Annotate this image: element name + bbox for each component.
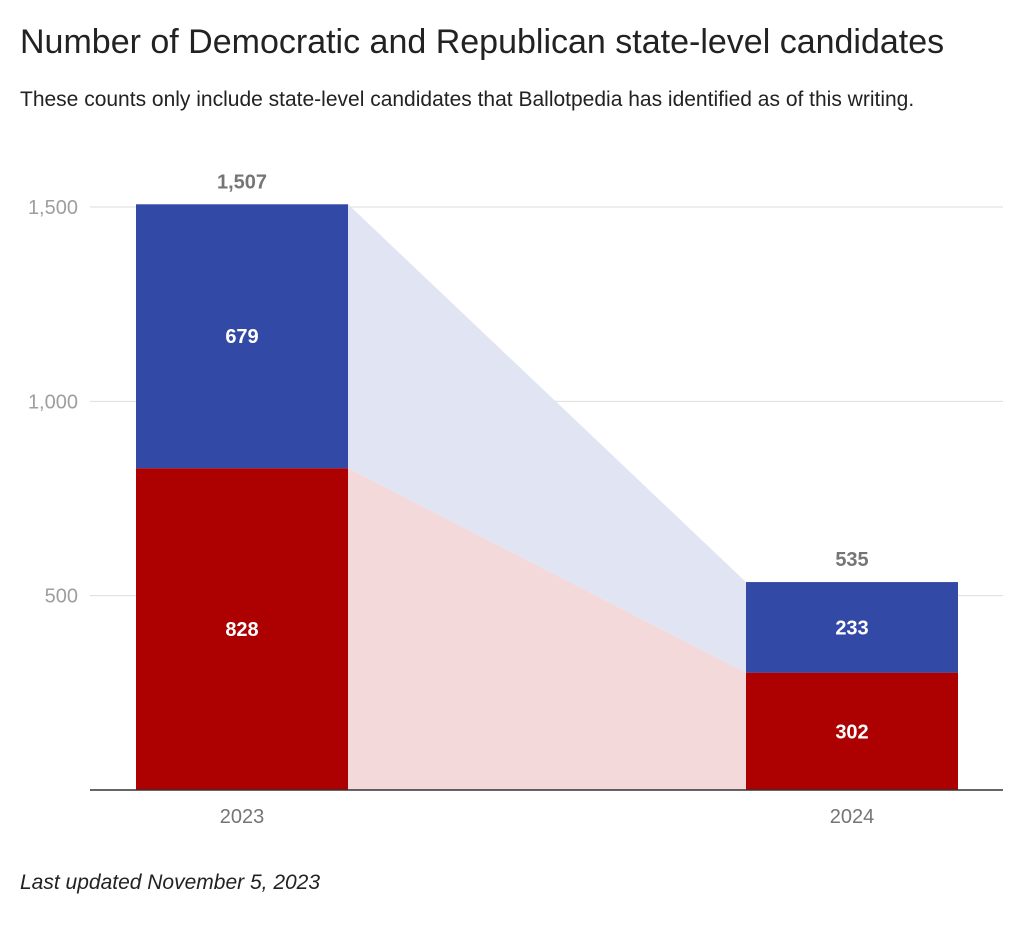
bars [136,204,958,790]
total-value-label: 535 [835,549,868,571]
democratic-value-label: 233 [835,617,868,639]
footnote: Last updated November 5, 2023 [20,871,321,894]
chart-title: Number of Democratic and Republican stat… [20,23,945,61]
bar-republican-2024 [746,672,958,790]
bar-republican-2023 [136,468,348,790]
data-labels: 828 679 1,507 302 233 535 [217,171,869,743]
bar-democratic-2024 [746,582,958,673]
axes: 500 1,000 1,500 2023 2024 [28,197,1003,828]
democratic-connector-band [348,204,746,673]
x-category-label: 2023 [220,806,265,828]
bar-democratic-2023 [136,204,348,469]
connector-bands [348,204,746,790]
chart-subtitle: These counts only include state-level ca… [20,88,915,111]
republican-value-label: 828 [225,619,258,641]
y-tick-label: 500 [45,586,78,608]
democratic-value-label: 679 [225,326,258,348]
x-category-label: 2024 [830,806,875,828]
total-value-label: 1,507 [217,171,267,193]
republican-connector-band [348,468,746,790]
y-tick-label: 1,000 [28,391,78,413]
republican-value-label: 302 [835,721,868,743]
y-tick-label: 1,500 [28,197,78,219]
